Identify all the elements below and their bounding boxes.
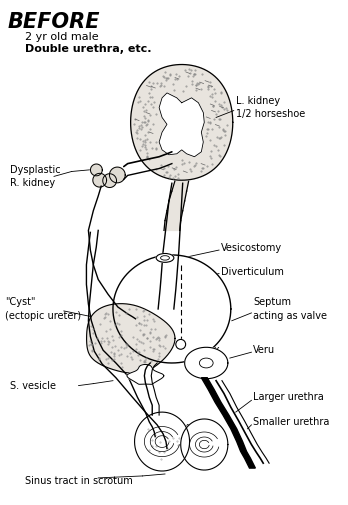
- Text: Smaller urethra: Smaller urethra: [253, 417, 330, 427]
- Polygon shape: [172, 181, 189, 191]
- Text: Diverticulum: Diverticulum: [221, 267, 284, 277]
- Polygon shape: [135, 412, 190, 471]
- Text: Septum
acting as valve: Septum acting as valve: [253, 297, 327, 321]
- Text: Double urethra, etc.: Double urethra, etc.: [25, 44, 151, 54]
- Ellipse shape: [156, 254, 174, 262]
- Text: Larger urethra: Larger urethra: [253, 392, 324, 402]
- Polygon shape: [93, 173, 106, 187]
- Polygon shape: [113, 255, 231, 363]
- Text: Vas: Vas: [175, 422, 192, 432]
- Text: Vesicostomy: Vesicostomy: [221, 243, 282, 253]
- Polygon shape: [130, 65, 233, 180]
- Text: BEFORE: BEFORE: [8, 12, 100, 32]
- Polygon shape: [181, 419, 228, 470]
- Text: 2 yr old male: 2 yr old male: [25, 32, 98, 42]
- Text: Dysplastic
R. kidney: Dysplastic R. kidney: [10, 165, 61, 188]
- Polygon shape: [169, 191, 187, 201]
- Polygon shape: [164, 221, 181, 230]
- Polygon shape: [127, 365, 164, 384]
- Text: "Cyst"
(ectopic ureter): "Cyst" (ectopic ureter): [5, 297, 81, 321]
- Polygon shape: [103, 174, 117, 187]
- Text: Reflux: Reflux: [189, 345, 219, 355]
- Polygon shape: [110, 167, 125, 183]
- Polygon shape: [201, 378, 255, 468]
- Text: S. vesicle: S. vesicle: [10, 381, 56, 390]
- Polygon shape: [159, 93, 204, 157]
- Polygon shape: [167, 201, 185, 211]
- Polygon shape: [90, 164, 102, 176]
- Text: Sinus tract in scrotum: Sinus tract in scrotum: [25, 476, 132, 486]
- Polygon shape: [87, 304, 175, 373]
- Text: L. kidney
1/2 horseshoe: L. kidney 1/2 horseshoe: [236, 96, 305, 119]
- Polygon shape: [165, 211, 183, 221]
- Text: Veru: Veru: [253, 345, 276, 355]
- Circle shape: [176, 339, 185, 349]
- Polygon shape: [185, 347, 228, 379]
